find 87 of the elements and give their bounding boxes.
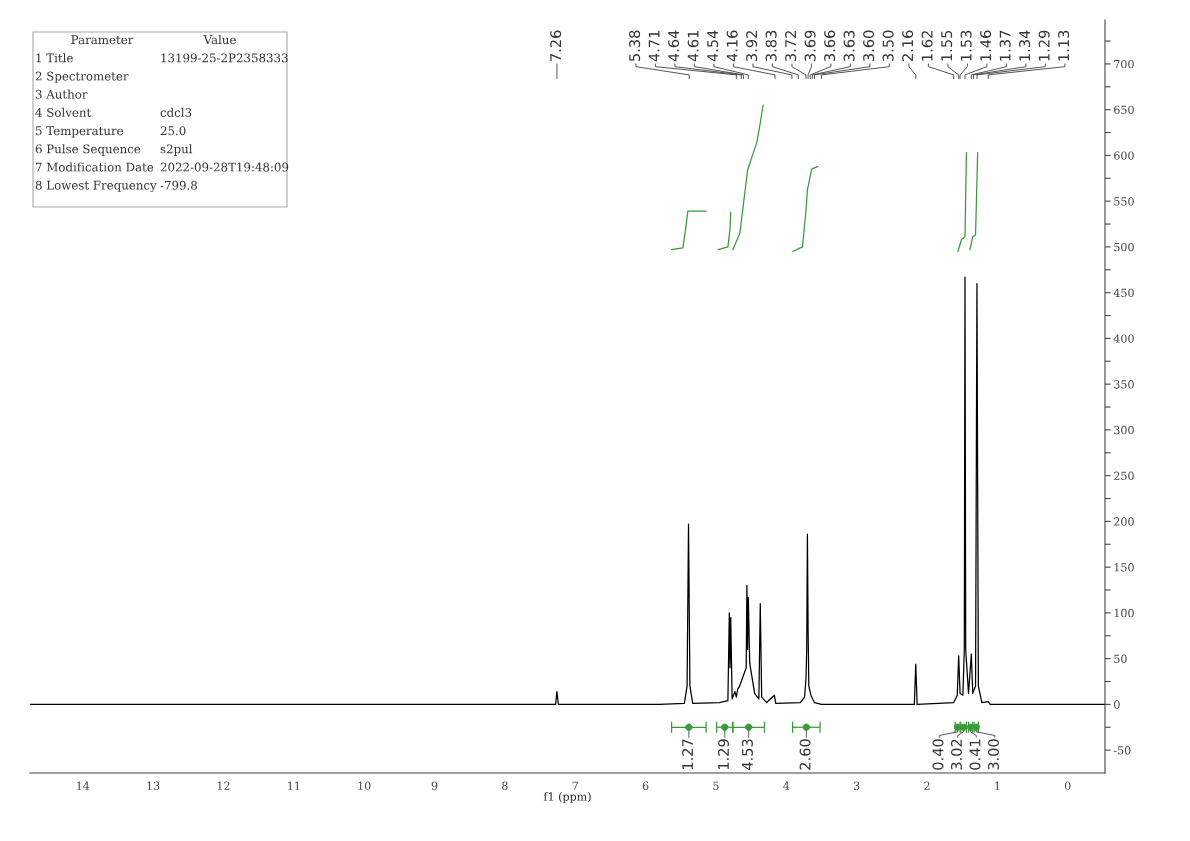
annotation: 1.13: [1058, 30, 1070, 61]
annotation: 8 Lowest Frequency: [35, 180, 157, 193]
x-tick-label: 6: [642, 781, 649, 790]
annotation: Parameter: [71, 35, 134, 45]
y-tick-label: 450: [1113, 288, 1134, 298]
annotation: 3.69: [804, 30, 816, 61]
annotation: 4.53: [741, 739, 753, 770]
annotation: 4.54: [707, 30, 719, 62]
x-tick-label: 12: [217, 781, 230, 790]
annotation: 3.72: [785, 31, 797, 61]
annotation: 0.41: [969, 739, 981, 770]
annotation: 13199-25-2P2358333: [161, 53, 288, 63]
annotation: 1.27: [682, 739, 693, 770]
annotation: 1.34: [1019, 30, 1031, 61]
annotation: 3.63: [843, 30, 855, 61]
y-tick-label: 600: [1114, 151, 1134, 160]
x-axis-title: f1 (ppm): [543, 792, 591, 803]
annotation: Value: [203, 35, 236, 45]
annotation: 5 Temperature: [36, 126, 124, 138]
annotation: 4.71: [648, 30, 660, 62]
y-tick-label: 550: [1114, 197, 1134, 206]
annotation: 4.16: [726, 30, 738, 62]
y-tick-label: 400: [1113, 334, 1134, 343]
y-tick-label: 500: [1114, 242, 1134, 252]
x-tick-label: 1: [995, 781, 1000, 790]
line-series: [30, 276, 1105, 706]
y-tick-label: 0: [1114, 700, 1120, 709]
x-tick-label: 11: [288, 781, 300, 790]
annotation: 3.92: [746, 31, 758, 61]
line-series: [717, 211, 732, 251]
y-tick-label: 650: [1114, 105, 1134, 115]
annotation: 2022-09-28T19:48:09: [160, 162, 289, 172]
y-tick-label: 300: [1114, 425, 1134, 435]
annotation: 5.38: [629, 30, 641, 61]
y-tick-label: 350: [1114, 380, 1134, 389]
line-series: [670, 210, 707, 251]
annotation: 2.16: [902, 30, 914, 62]
y-tick-label: -50: [1113, 746, 1131, 755]
annotation: 3.66: [824, 30, 836, 61]
x-tick-label: 5: [713, 781, 719, 790]
annotation: 4.64: [668, 30, 680, 62]
x-tick-label: 14: [77, 781, 90, 790]
annotation: -799.8: [160, 180, 197, 190]
x-tick-label: 4: [783, 781, 790, 790]
line-series: [969, 152, 979, 251]
annotation: 1.29: [717, 739, 729, 770]
annotation: 3 Author: [35, 89, 88, 99]
annotation: cdcl3: [160, 107, 192, 117]
line-series: [732, 104, 764, 251]
y-tick-label: 250: [1114, 471, 1134, 481]
annotation: 2 Spectrometer: [35, 71, 129, 83]
x-tick-label: 8: [502, 781, 508, 790]
y-tick-label: 200: [1114, 517, 1134, 526]
annotation: 3.50: [882, 30, 894, 61]
annotation: 1.37: [999, 30, 1011, 61]
x-tick-label: 9: [431, 781, 438, 790]
y-tick-label: 50: [1114, 654, 1127, 664]
annotation: 2.60: [799, 739, 811, 770]
annotation: 1.53: [960, 30, 972, 61]
annotation: 1.46: [980, 30, 992, 61]
x-tick-label: 13: [147, 781, 160, 790]
annotation: 0.40: [932, 739, 944, 770]
x-tick-label: 3: [853, 781, 860, 790]
x-tick-label: 10: [358, 781, 371, 790]
annotation: 7.26: [550, 30, 562, 61]
annotation: 3.60: [863, 30, 875, 61]
x-tick-label: 0: [1064, 781, 1071, 790]
y-tick-label: 700: [1114, 59, 1134, 69]
annotation: 4.61: [687, 30, 699, 62]
line-series: [957, 152, 968, 253]
annotation: 25.0: [160, 126, 186, 136]
annotation: 1.29: [1038, 30, 1050, 61]
x-tick-label: 7: [572, 781, 578, 790]
y-tick-label: 150: [1114, 563, 1134, 572]
annotation: 1.55: [941, 30, 953, 61]
annotation: 7 Modification Date: [35, 162, 154, 172]
x-tick-label: 2: [924, 781, 930, 790]
annotation: 4 Solvent: [35, 107, 92, 117]
annotation: 1.62: [921, 31, 933, 61]
annotation: 1 Title: [36, 53, 73, 63]
y-tick-label: 100: [1114, 608, 1134, 618]
annotation: 3.83: [765, 30, 777, 61]
annotation: 3.02: [950, 739, 962, 770]
annotation: 3.00: [987, 739, 999, 770]
annotation: s2pul: [160, 144, 193, 156]
annotation: 6 Pulse Sequence: [35, 144, 141, 156]
line-series: [792, 165, 819, 253]
